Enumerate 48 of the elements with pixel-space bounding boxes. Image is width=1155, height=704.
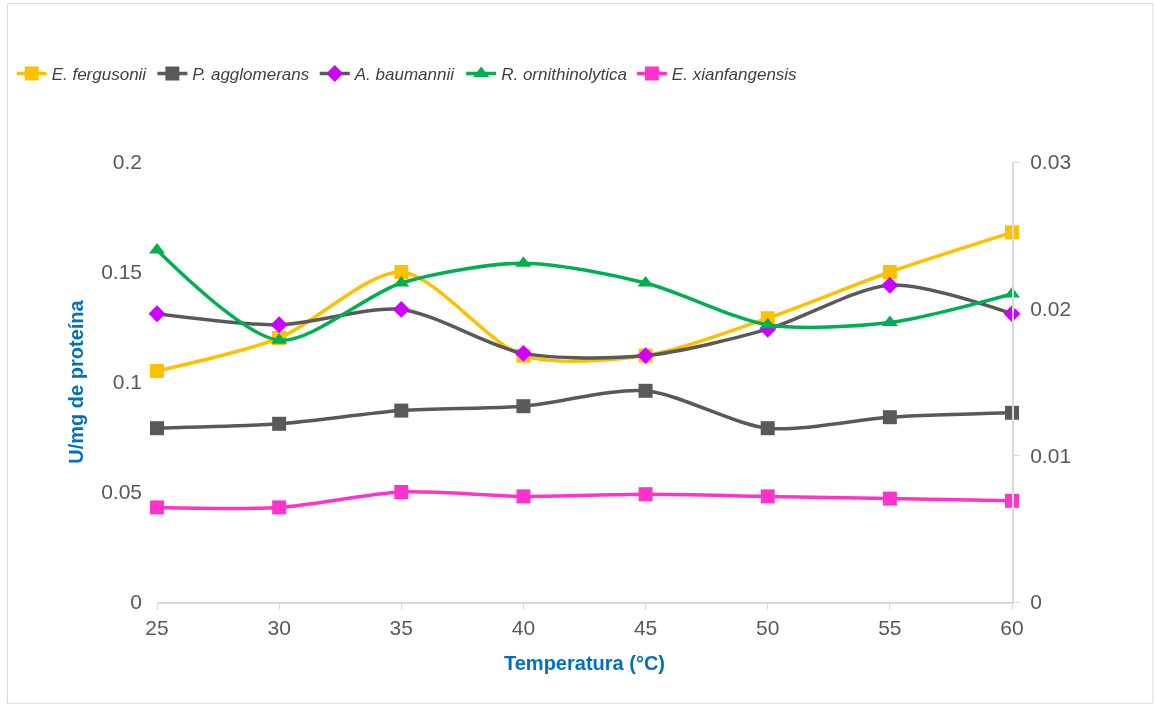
y-tick-label: 0.2 [112,150,142,174]
legend-label: E. xianfangensis [671,65,798,85]
point [881,276,899,294]
point [638,383,653,398]
y-tick-label: 0.15 [101,260,142,284]
x-tick-label: 60 [1000,616,1024,640]
point [638,487,653,502]
point [516,399,531,414]
point [272,416,287,431]
point [150,364,164,378]
point [881,315,898,327]
point [394,403,409,418]
x-tick-label: 30 [267,616,291,640]
x-tick-label: 35 [389,616,413,640]
x-axis-title: Temperatura (°C) [504,652,665,675]
y2-tick-label: 0.03 [1030,150,1072,174]
y-tick-label: 0 [130,590,142,614]
point [392,300,410,318]
point [150,500,164,515]
x-tick-label: 55 [878,616,902,640]
x-tick-label: 45 [633,616,658,640]
point [516,489,531,504]
point [394,265,409,279]
legend-label: E. fergusonii [51,65,148,85]
point [760,421,775,436]
point [148,305,166,323]
point [760,489,775,504]
point [759,317,776,329]
y-axis-title: U/mg de proteína [64,299,87,464]
point [150,421,164,436]
y2-tick-label: 0.01 [1030,443,1072,467]
point [882,410,897,425]
x-tick-label: 50 [756,616,780,640]
y-tick-label: 0.1 [112,370,142,394]
y2-tick-label: 0 [1030,590,1042,614]
legend-label: A. baumannii [353,65,456,85]
legend-label: R. ornithinolytica [501,65,627,85]
point [882,265,897,279]
point [514,344,532,362]
x-tick-label: 25 [145,616,169,640]
point [272,500,287,515]
y2-tick-label: 0.02 [1030,297,1072,321]
legend-label: P. agglomerans [192,65,310,85]
point [882,491,897,506]
x-tick-label: 40 [511,616,536,640]
point [270,316,288,334]
y-tick-label: 0.05 [101,480,142,504]
point [394,485,409,499]
